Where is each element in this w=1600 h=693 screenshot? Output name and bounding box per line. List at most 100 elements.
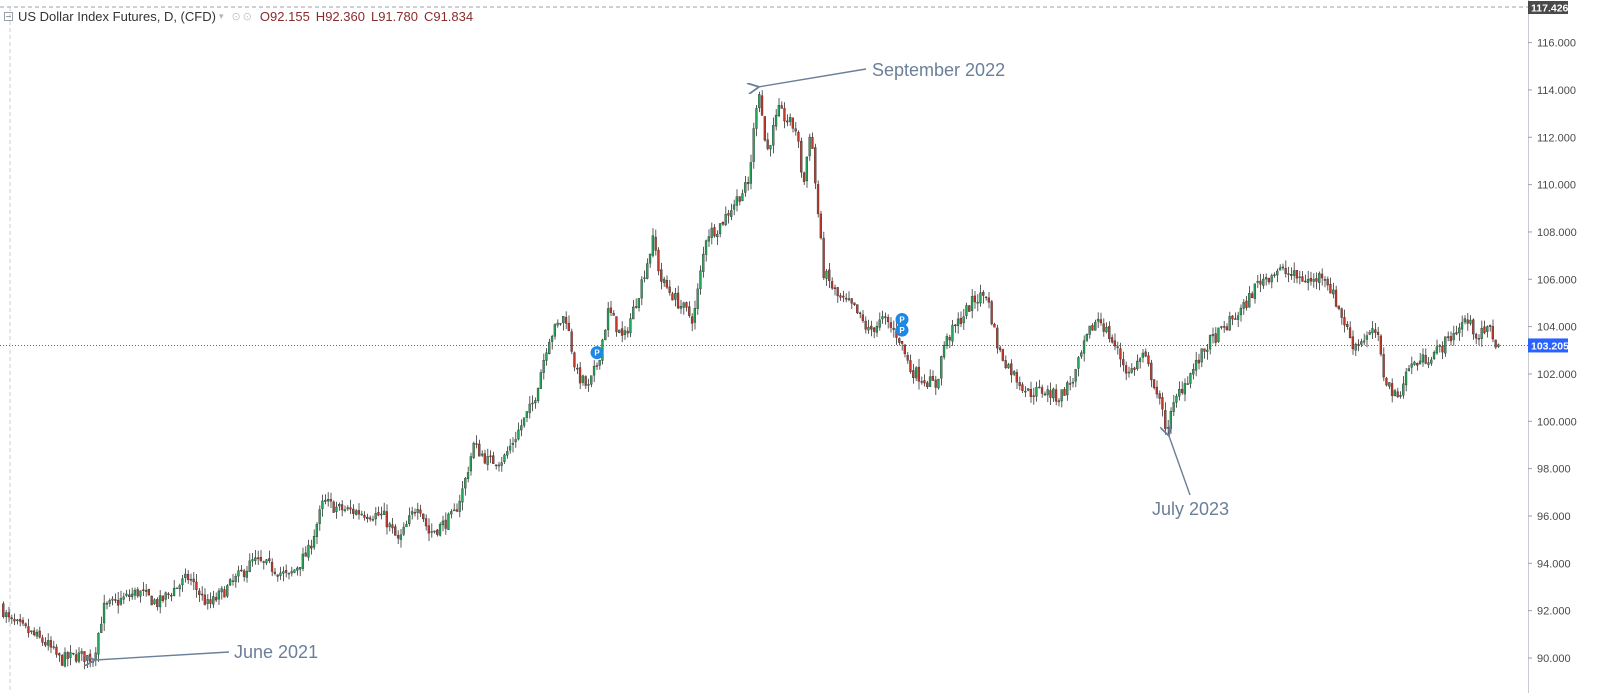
candle-down — [189, 578, 192, 581]
candle-up — [354, 510, 358, 515]
candle-up — [119, 598, 123, 605]
candle-up — [940, 356, 943, 379]
candle-up — [548, 341, 551, 355]
candle-down — [259, 557, 262, 561]
candle-down — [1304, 280, 1307, 283]
candle-down — [1158, 393, 1161, 399]
candle-up — [1430, 359, 1433, 364]
candle-up — [228, 579, 232, 586]
y-tick-label: 102.000 — [1537, 369, 1577, 381]
candle-up — [1026, 388, 1030, 391]
candle-down — [21, 620, 24, 624]
candle-down — [570, 331, 573, 352]
candle-up — [1220, 326, 1223, 328]
candle-down — [864, 320, 867, 330]
candle-down — [167, 593, 170, 596]
candle-down — [10, 617, 13, 619]
candle-down — [1225, 326, 1229, 330]
candle-down — [1133, 367, 1136, 370]
candle-up — [315, 523, 318, 537]
candle-down — [329, 499, 332, 502]
candle-down — [1494, 339, 1497, 348]
candle-down — [24, 623, 27, 627]
candle-down — [1390, 383, 1394, 396]
price-axis[interactable]: 116.000 114.000 112.000 110.000 108.000 106.0… — [1528, 38, 1577, 665]
y-tick-label: 106.000 — [1537, 274, 1577, 286]
candle-up — [1189, 373, 1192, 384]
chevron-down-icon[interactable]: ▾ — [218, 10, 224, 21]
candle-down — [615, 316, 618, 333]
candle-up — [724, 214, 727, 226]
y-tick-label: 90.000 — [1537, 653, 1571, 665]
candle-down — [268, 558, 271, 562]
candle-down — [1455, 332, 1458, 335]
candle-up — [1298, 276, 1301, 279]
candle-down — [72, 652, 75, 655]
candle-down — [830, 281, 834, 289]
candle-up — [102, 602, 106, 624]
candle-down — [1147, 355, 1150, 365]
candle-down — [1155, 386, 1159, 395]
annotation-label: June 2021 — [234, 642, 318, 662]
candle-down — [27, 626, 30, 634]
candle-up — [1038, 386, 1041, 389]
visibility-icons[interactable]: ⊙⊙ — [231, 10, 254, 23]
candle-up — [405, 524, 408, 528]
candle-up — [1242, 302, 1245, 309]
candle-up — [399, 534, 402, 540]
event-marker-label: P — [594, 349, 600, 358]
candle-down — [727, 213, 730, 216]
candle-down — [1346, 323, 1349, 328]
candle-up — [704, 240, 708, 255]
candle-down — [413, 512, 416, 514]
candle-down — [391, 524, 394, 529]
candle-down — [763, 116, 767, 141]
candle-down — [186, 574, 190, 581]
candle-up — [1046, 389, 1049, 396]
candle-down — [1245, 300, 1248, 308]
candle-down — [780, 105, 783, 109]
candle-down — [1290, 274, 1293, 276]
candle-down — [1396, 391, 1399, 397]
candle-down — [713, 227, 716, 237]
candle-up — [433, 530, 436, 533]
ohlc-close-value: 91.834 — [433, 8, 474, 24]
collapse-icon[interactable] — [4, 11, 13, 21]
candle-up — [674, 293, 677, 300]
symbol-title[interactable]: US Dollar Index Futures, D, (CFD) — [18, 8, 216, 24]
candle-up — [637, 298, 641, 309]
candle-down — [861, 314, 865, 321]
candle-up — [1312, 278, 1315, 282]
candle-up — [945, 336, 949, 346]
candle-down — [892, 327, 895, 330]
candle-down — [262, 561, 265, 563]
candle-down — [489, 455, 492, 458]
candle-down — [1116, 346, 1119, 348]
candle-up — [1169, 411, 1173, 429]
candle-down — [968, 305, 971, 312]
candle-down — [1323, 279, 1327, 281]
candle-down — [1357, 344, 1360, 346]
candle-down — [332, 501, 335, 513]
candle-up — [254, 557, 257, 561]
y-tick-label: 108.000 — [1537, 227, 1577, 239]
candle-up — [324, 499, 327, 502]
candle-down — [1315, 278, 1318, 282]
candle-up — [1194, 359, 1198, 371]
candle-down — [276, 574, 279, 577]
candle-up — [410, 511, 414, 515]
candle-up — [360, 513, 363, 516]
candle-down — [209, 599, 212, 604]
candle-down — [850, 298, 853, 304]
candle-up — [80, 651, 83, 654]
candle-down — [1152, 379, 1156, 389]
candle-down — [1273, 274, 1276, 276]
candle-down — [665, 279, 669, 288]
candle-down — [1351, 336, 1355, 350]
candle-down — [1379, 335, 1383, 355]
candle-up — [539, 372, 543, 389]
candle-down — [844, 297, 848, 300]
candle-down — [492, 455, 495, 464]
